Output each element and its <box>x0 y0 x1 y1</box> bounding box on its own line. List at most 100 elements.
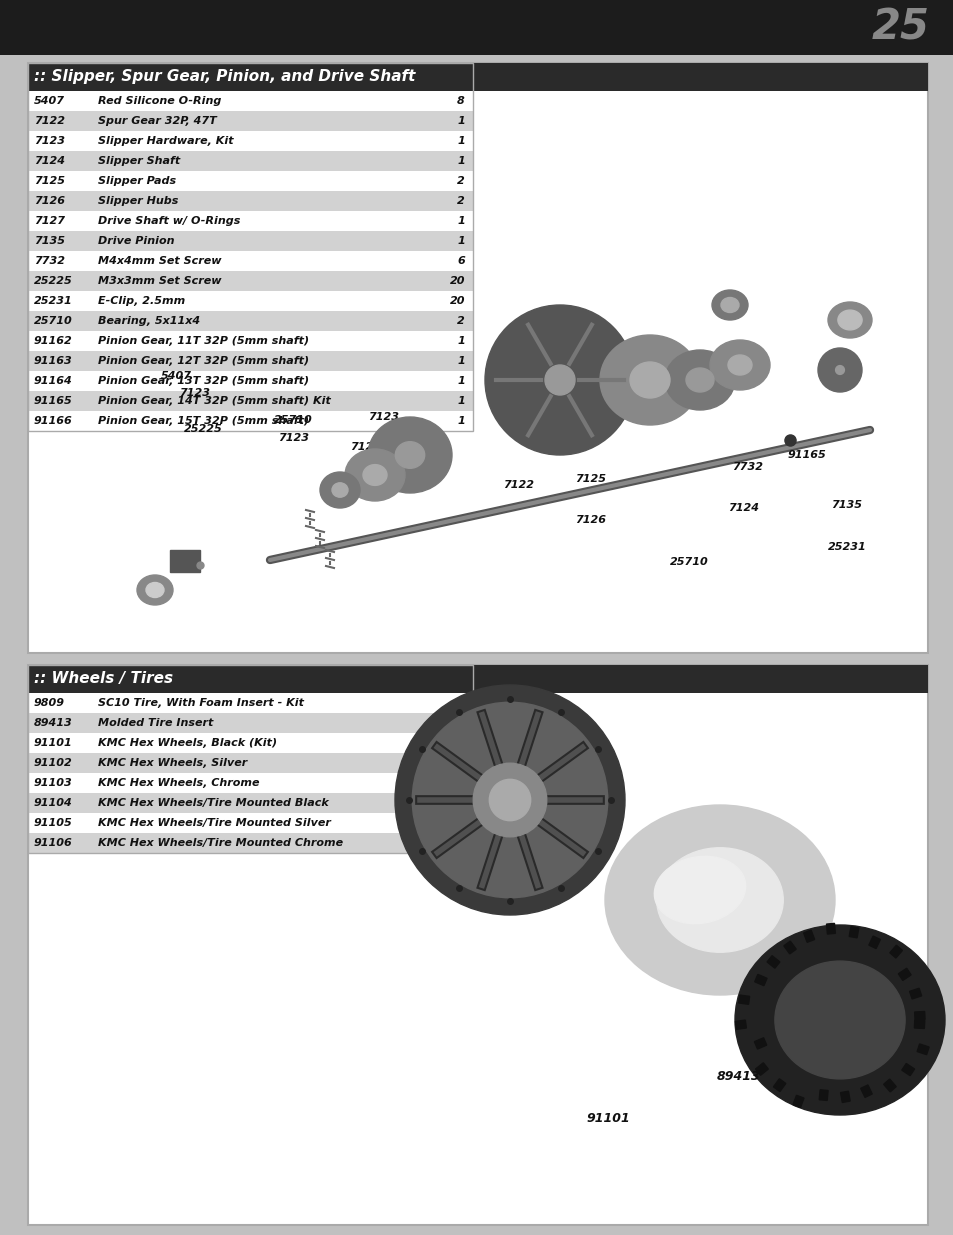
Text: KMC Hex Wheels, Black (Kit): KMC Hex Wheels, Black (Kit) <box>98 739 276 748</box>
Text: KMC Hex Wheels, Chrome: KMC Hex Wheels, Chrome <box>98 778 259 788</box>
Text: 91101: 91101 <box>34 739 72 748</box>
Text: KMC Hex Wheels/Tire Mounted Silver: KMC Hex Wheels/Tire Mounted Silver <box>98 818 331 827</box>
Bar <box>28 270 473 291</box>
Text: Pinion Gear, 14T 32P (5mm shaft) Kit: Pinion Gear, 14T 32P (5mm shaft) Kit <box>98 396 331 406</box>
Circle shape <box>544 366 575 395</box>
Bar <box>0 0 953 56</box>
Text: 2: 2 <box>456 798 464 808</box>
Text: 7126: 7126 <box>34 196 65 206</box>
Text: 8: 8 <box>456 96 464 106</box>
Text: Spur Gear 32P, 47T: Spur Gear 32P, 47T <box>98 116 216 126</box>
Text: Pinion Gear, 12T 32P (5mm shaft): Pinion Gear, 12T 32P (5mm shaft) <box>98 356 309 366</box>
Text: :: Slipper, Spur Gear, Pinion, and Drive Shaft: :: Slipper, Spur Gear, Pinion, and Drive… <box>34 69 415 84</box>
Bar <box>170 550 200 572</box>
Text: 1: 1 <box>456 356 464 366</box>
Text: 7732: 7732 <box>34 256 65 266</box>
Ellipse shape <box>827 303 871 338</box>
Ellipse shape <box>629 362 669 398</box>
Ellipse shape <box>709 340 769 390</box>
Text: 2: 2 <box>456 177 464 186</box>
Bar <box>868 936 880 948</box>
Bar <box>773 1079 785 1092</box>
Text: Slipper Pads: Slipper Pads <box>98 177 176 186</box>
Text: 91101: 91101 <box>586 1112 630 1125</box>
Bar <box>908 988 921 999</box>
Ellipse shape <box>711 290 747 320</box>
Text: 2: 2 <box>456 818 464 827</box>
Text: 1: 1 <box>456 336 464 346</box>
Text: 7126: 7126 <box>350 441 380 452</box>
Text: 1: 1 <box>456 136 464 146</box>
Ellipse shape <box>332 483 348 498</box>
Text: 7125: 7125 <box>575 474 605 484</box>
Bar <box>792 1095 803 1108</box>
Bar <box>840 1092 849 1103</box>
Ellipse shape <box>664 350 734 410</box>
Text: 2: 2 <box>456 316 464 326</box>
Bar <box>916 1044 928 1055</box>
Bar <box>28 351 473 370</box>
Ellipse shape <box>727 354 751 375</box>
Bar <box>754 974 766 986</box>
Ellipse shape <box>774 961 904 1079</box>
Text: 2: 2 <box>456 778 464 788</box>
Text: 25710: 25710 <box>34 316 72 326</box>
Text: 2: 2 <box>456 758 464 768</box>
Bar <box>28 753 473 773</box>
Ellipse shape <box>656 847 782 952</box>
Ellipse shape <box>837 310 862 330</box>
Ellipse shape <box>395 442 424 468</box>
Ellipse shape <box>654 856 745 924</box>
Text: 7123: 7123 <box>368 412 398 422</box>
Text: 5407: 5407 <box>34 96 65 106</box>
Bar <box>28 191 473 211</box>
Text: Molded Tire Insert: Molded Tire Insert <box>98 718 213 727</box>
Bar <box>819 1089 827 1100</box>
Ellipse shape <box>734 925 944 1115</box>
Circle shape <box>489 779 530 821</box>
Text: 9809: 9809 <box>34 698 65 708</box>
Bar <box>802 930 814 942</box>
Ellipse shape <box>137 576 172 605</box>
Ellipse shape <box>345 450 405 501</box>
Text: 25: 25 <box>871 6 929 48</box>
Text: Slipper Shaft: Slipper Shaft <box>98 156 180 165</box>
Text: 7732: 7732 <box>732 462 762 472</box>
Bar <box>28 664 473 853</box>
Text: 7127: 7127 <box>34 216 65 226</box>
Ellipse shape <box>363 464 387 485</box>
Text: Red Silicone O-Ring: Red Silicone O-Ring <box>98 96 221 106</box>
Text: 25710: 25710 <box>274 415 313 425</box>
Text: 20: 20 <box>449 296 464 306</box>
Ellipse shape <box>604 805 834 995</box>
Bar <box>735 1020 745 1029</box>
Text: 89413: 89413 <box>717 1070 760 1083</box>
Ellipse shape <box>781 968 897 1072</box>
Text: 1: 1 <box>456 375 464 387</box>
Text: 91102: 91102 <box>34 758 72 768</box>
Ellipse shape <box>368 417 452 493</box>
Bar <box>28 63 473 431</box>
Text: 7125: 7125 <box>34 177 65 186</box>
Bar <box>901 1063 914 1076</box>
Text: KMC Hex Wheels/Tire Mounted Black: KMC Hex Wheels/Tire Mounted Black <box>98 798 329 808</box>
Bar <box>738 995 749 1004</box>
Bar <box>28 63 927 91</box>
Bar <box>28 151 473 170</box>
Bar <box>28 311 473 331</box>
Text: M3x3mm Set Screw: M3x3mm Set Screw <box>98 275 221 287</box>
Text: 1: 1 <box>456 156 464 165</box>
Text: 9809: 9809 <box>828 1025 863 1039</box>
Text: 1: 1 <box>456 116 464 126</box>
Bar <box>28 391 473 411</box>
Text: 7127: 7127 <box>565 394 597 404</box>
Bar <box>755 1063 767 1076</box>
Text: 89413: 89413 <box>34 718 72 727</box>
Ellipse shape <box>319 472 359 508</box>
Circle shape <box>395 685 624 915</box>
Text: 7124: 7124 <box>34 156 65 165</box>
Text: Drive Shaft w/ O-Rings: Drive Shaft w/ O-Rings <box>98 216 240 226</box>
Bar <box>913 1020 923 1029</box>
Text: 2: 2 <box>456 196 464 206</box>
Bar <box>766 956 779 968</box>
